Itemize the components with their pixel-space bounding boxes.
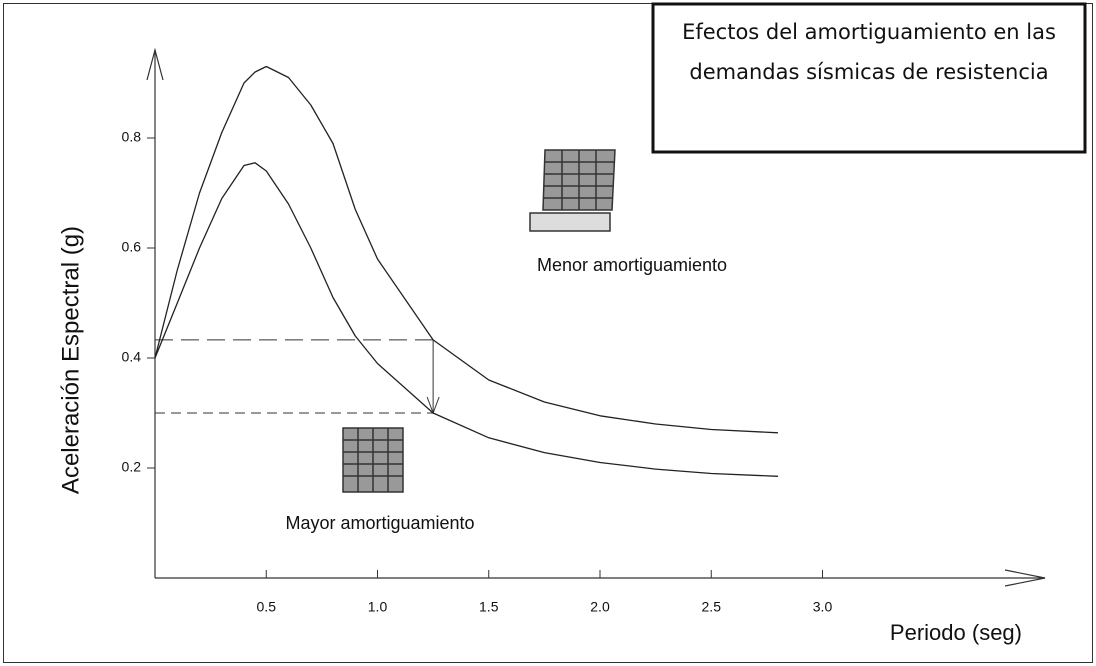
x-axis-arrow: [1004, 569, 1046, 587]
x-tick-label: 2.0: [590, 599, 610, 615]
x-tick-label: 2.5: [702, 599, 722, 615]
series-line: [154, 65, 779, 434]
series-line: [154, 162, 779, 477]
x-axis-label: Periodo (seg): [890, 620, 1022, 645]
series-label: Mayor amortiguamiento: [285, 513, 474, 533]
title-box: [651, 2, 1087, 154]
y-axis-arrow: [146, 47, 164, 81]
y-tick-label: 0.6: [122, 239, 142, 255]
chart-title: Efectos del amortiguamiento en las deman…: [682, 20, 1056, 84]
y-tick-label: 0.8: [122, 129, 142, 145]
series-label: Menor amortiguamiento: [537, 255, 727, 275]
title-wrap: Efectos del amortiguamiento en las deman…: [682, 20, 1056, 84]
building-upper: [529, 149, 616, 232]
y-tick-label: 0.4: [122, 349, 142, 365]
x-tick-label: 1.5: [479, 599, 499, 615]
x-tick-label: 1.0: [368, 599, 388, 615]
x-tick-label: 0.5: [257, 599, 277, 615]
y-axis-label: Aceleración Espectral (g): [57, 226, 84, 494]
building-lower: [342, 427, 404, 493]
y-tick-label: 0.2: [122, 459, 142, 475]
x-tick-label: 3.0: [813, 599, 833, 615]
frame: [3, 3, 1093, 663]
